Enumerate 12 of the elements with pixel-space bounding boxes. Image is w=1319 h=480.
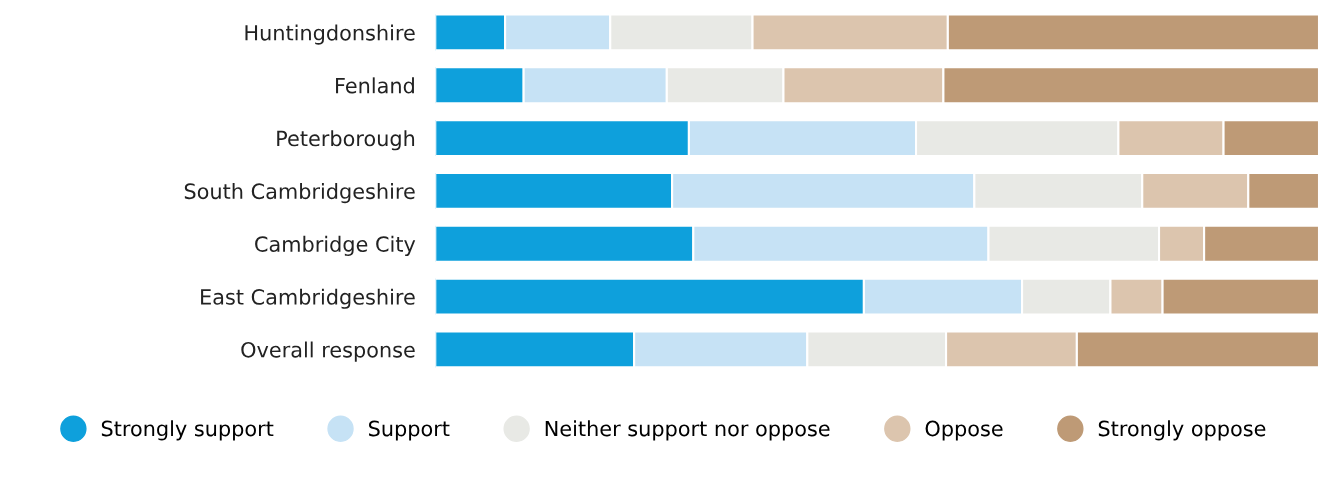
legend-label: Strongly oppose (1098, 420, 1266, 441)
legend-label: Neither support nor oppose (545, 420, 830, 441)
y-tick-label: South Cambridgeshire (184, 183, 415, 204)
y-tick-label: East Cambridgeshire (201, 288, 415, 309)
legend-label: Support (368, 420, 450, 441)
legend-label: Oppose (925, 420, 1003, 441)
legend-label: Strongly support (101, 420, 274, 441)
y-tick-label: Overall response (241, 341, 415, 362)
y-tick-label: Peterborough (277, 130, 415, 151)
y-tick-label: Fenland (336, 77, 414, 94)
y-tick-label: Huntingdonshire (245, 24, 415, 45)
y-tick-label: Cambridge City (255, 235, 416, 256)
